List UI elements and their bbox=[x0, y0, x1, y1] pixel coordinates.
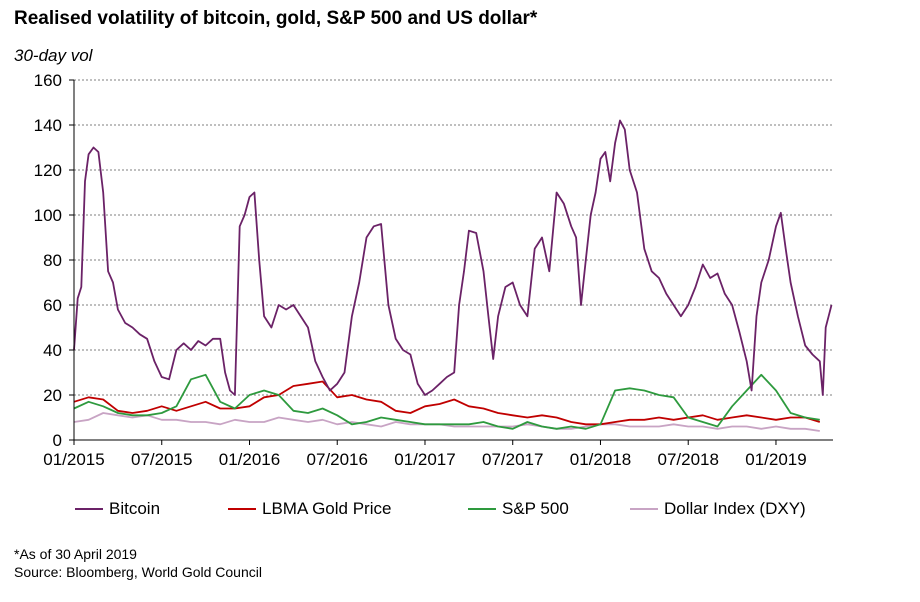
x-tick-label: 07/2016 bbox=[307, 450, 368, 469]
x-tick-label: 01/2018 bbox=[570, 450, 631, 469]
legend-item: LBMA Gold Price bbox=[228, 496, 391, 522]
legend-label: S&P 500 bbox=[502, 499, 569, 518]
y-tick-label: 120 bbox=[34, 161, 62, 180]
legend-label: LBMA Gold Price bbox=[262, 499, 392, 518]
y-tick-label: 60 bbox=[43, 296, 62, 315]
y-tick-label: 40 bbox=[43, 341, 62, 360]
legend-item: Bitcoin bbox=[75, 496, 160, 522]
legend-label: Bitcoin bbox=[109, 499, 161, 518]
y-tick-label: 140 bbox=[34, 116, 62, 135]
legend-label: Dollar Index (DXY) bbox=[664, 499, 806, 518]
source-note: Source: Bloomberg, World Gold Council bbox=[14, 564, 262, 580]
y-tick-label: 100 bbox=[34, 206, 62, 225]
legend-item: S&P 500 bbox=[468, 496, 569, 522]
legend-swatch bbox=[468, 508, 496, 510]
legend-swatch bbox=[75, 508, 103, 510]
x-tick-label: 07/2017 bbox=[482, 450, 543, 469]
y-axis-ticks: 0 20 40 60 80 100 120 140 160 bbox=[34, 71, 74, 450]
x-tick-label: 07/2015 bbox=[131, 450, 192, 469]
legend-swatch bbox=[630, 508, 658, 510]
y-axis-unit-label: 30-day vol bbox=[14, 46, 93, 65]
series-line bbox=[73, 119, 833, 396]
x-tick-label: 01/2019 bbox=[745, 450, 806, 469]
x-tick-label: 01/2015 bbox=[43, 450, 104, 469]
series-lines bbox=[73, 119, 833, 432]
series-line bbox=[73, 412, 820, 432]
x-tick-label: 07/2018 bbox=[657, 450, 718, 469]
chart-title: Realised volatility of bitcoin, gold, S&… bbox=[14, 8, 538, 29]
y-tick-label: 0 bbox=[53, 431, 62, 450]
series-line bbox=[73, 380, 821, 426]
axes bbox=[73, 80, 833, 441]
x-tick-label: 01/2016 bbox=[219, 450, 280, 469]
y-tick-label: 160 bbox=[34, 71, 62, 90]
y-tick-label: 80 bbox=[43, 251, 62, 270]
asof-note: *As of 30 April 2019 bbox=[14, 546, 137, 562]
legend-swatch bbox=[228, 508, 256, 510]
x-axis-ticks: 01/2015 07/2015 01/2016 07/2016 01/2017 07/20… bbox=[43, 440, 807, 469]
legend: Bitcoin LBMA Gold Price S&P 500 Dollar Inde… bbox=[0, 496, 920, 522]
legend-item: Dollar Index (DXY) bbox=[630, 496, 806, 522]
x-tick-label: 01/2017 bbox=[394, 450, 455, 469]
gridlines bbox=[74, 79, 833, 396]
series-line bbox=[73, 373, 820, 430]
y-tick-label: 20 bbox=[43, 386, 62, 405]
footnote: *As of 30 April 2019 Source: Bloomberg, … bbox=[14, 545, 262, 581]
